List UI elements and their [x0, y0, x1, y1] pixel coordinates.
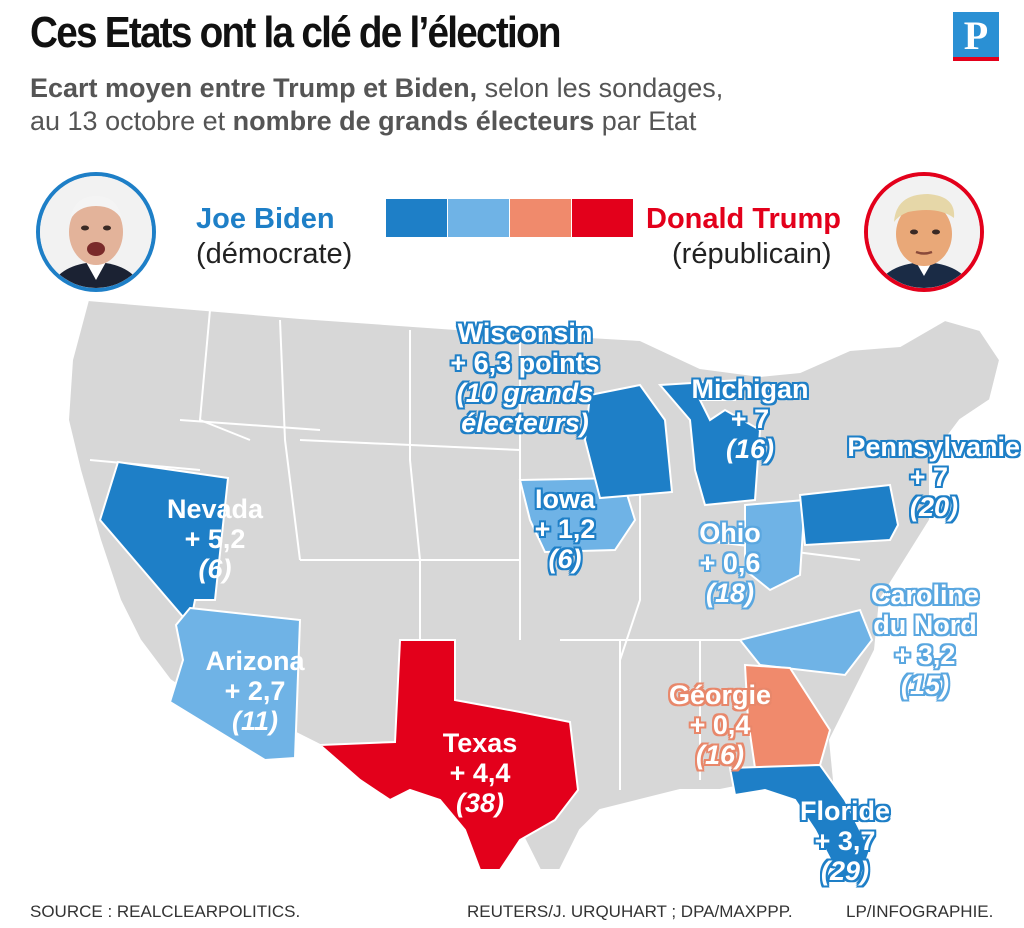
label-caroline-margin: + 3,2: [894, 640, 956, 670]
state-pennsylvanie: [798, 483, 900, 547]
scale-strong-trump: [572, 199, 633, 237]
page-title: Ces Etats ont la clé de l’élection: [30, 8, 562, 57]
label-iowa-electors: (6): [548, 544, 582, 574]
scale-strong-biden: [386, 199, 447, 237]
state-texas: [317, 639, 580, 871]
le-parisien-logo: P: [953, 12, 999, 60]
label-texas-margin: + 4,4: [449, 758, 511, 788]
label-ohio-name: Ohio: [699, 518, 761, 548]
scale-lean-trump: [510, 199, 571, 237]
biden-face-icon: [40, 176, 152, 288]
label-wisconsin: Wisconsin + 6,3 points (10 grands électe…: [420, 318, 630, 438]
label-michigan-electors: (16): [725, 434, 774, 464]
label-texas: Texas + 4,4 (38): [415, 728, 545, 818]
label-floride-electors: (29): [820, 856, 869, 886]
label-floride: Floride + 3,7 (29): [785, 796, 905, 886]
label-iowa-margin: + 1,2: [534, 514, 596, 544]
label-michigan: Michigan + 7 (16): [690, 374, 810, 464]
label-wisconsin-electors: (10 grands: [456, 378, 594, 408]
state-borders: [89, 309, 861, 790]
trump-name: Donald Trump: [646, 203, 841, 235]
label-ohio-margin: + 0,6: [699, 548, 761, 578]
state-wisconsin: [583, 383, 674, 500]
trump-party: (républicain): [672, 238, 832, 270]
label-arizona-electors: (11): [231, 706, 278, 736]
trump-portrait: [864, 172, 984, 292]
label-texas-name: Texas: [442, 728, 518, 758]
biden-party: (démocrate): [196, 238, 353, 270]
page-subtitle: Ecart moyen entre Trump et Biden, selon …: [30, 72, 930, 138]
label-ohio-electors: (18): [705, 578, 754, 608]
label-pennsylvanie-margin: + 7: [909, 462, 948, 492]
label-arizona: Arizona + 2,7 (11): [190, 646, 320, 736]
label-iowa: Iowa + 1,2 (6): [510, 484, 620, 574]
label-pennsylvanie-electors: (20): [909, 492, 958, 522]
label-nevada-name: Nevada: [166, 494, 264, 524]
label-pennsylvanie-name: Pennsylvanie: [847, 432, 1020, 462]
label-georgie-margin: + 0,4: [689, 710, 751, 740]
label-iowa-name: Iowa: [534, 484, 595, 514]
label-michigan-name: Michigan: [691, 374, 809, 404]
biden-name: Joe Biden: [196, 203, 335, 235]
scale-lean-biden: [448, 199, 509, 237]
subtitle-bold-1: Ecart moyen entre Trump et Biden,: [30, 73, 478, 103]
label-caroline-electors: (15): [900, 670, 949, 700]
subtitle-text-2: au 13 octobre et: [30, 106, 233, 136]
label-caroline-name: Caroline: [870, 580, 980, 610]
label-ohio: Ohio + 0,6 (18): [680, 518, 780, 608]
label-nevada-margin: + 5,2: [184, 524, 246, 554]
trump-face-icon: [868, 176, 980, 288]
label-floride-name: Floride: [799, 796, 890, 826]
label-georgie: Géorgie + 0,4 (16): [650, 680, 790, 770]
footer-credits: REUTERS/J. URQUHART ; DPA/MAXPPP.: [467, 902, 793, 921]
subtitle-text-1: selon les sondages,: [477, 73, 724, 103]
label-texas-electors: (38): [455, 788, 504, 818]
state-ohio: [744, 498, 807, 592]
label-floride-margin: + 3,7: [814, 826, 876, 856]
label-michigan-margin: + 7: [730, 404, 770, 434]
footer-infographie: LP/INFOGRAPHIE.: [846, 902, 994, 921]
label-wisconsin-name: Wisconsin: [457, 318, 593, 348]
label-nevada: Nevada + 5,2 (6): [150, 494, 280, 584]
state-nevada: [98, 460, 230, 628]
logo-underline: [953, 57, 999, 61]
label-arizona-name: Arizona: [205, 646, 305, 676]
label-pennsylvanie: Pennsylvanie + 7 (20): [815, 432, 1020, 522]
state-floride: [728, 763, 872, 882]
label-nevada-electors: (6): [198, 554, 232, 584]
footer-source: SOURCE : REALCLEARPOLITICS.: [30, 902, 301, 921]
subtitle-text-3: par Etat: [594, 106, 697, 136]
label-wisconsin-margin: + 6,3 points: [450, 348, 600, 378]
label-caroline-du-nord: Caroline du Nord + 3,2 (15): [850, 580, 1000, 700]
label-georgie-name: Géorgie: [668, 680, 772, 710]
state-michigan: [657, 378, 762, 507]
label-caroline-name-2: du Nord: [873, 610, 977, 640]
label-georgie-electors: (16): [695, 740, 744, 770]
label-wisconsin-electors-2: électeurs): [461, 408, 589, 438]
state-caroline-du-nord: [738, 608, 874, 677]
biden-portrait: [36, 172, 156, 292]
label-arizona-margin: + 2,7: [224, 676, 286, 706]
state-arizona: [168, 606, 302, 762]
subtitle-bold-2: nombre de grands électeurs: [232, 106, 595, 136]
